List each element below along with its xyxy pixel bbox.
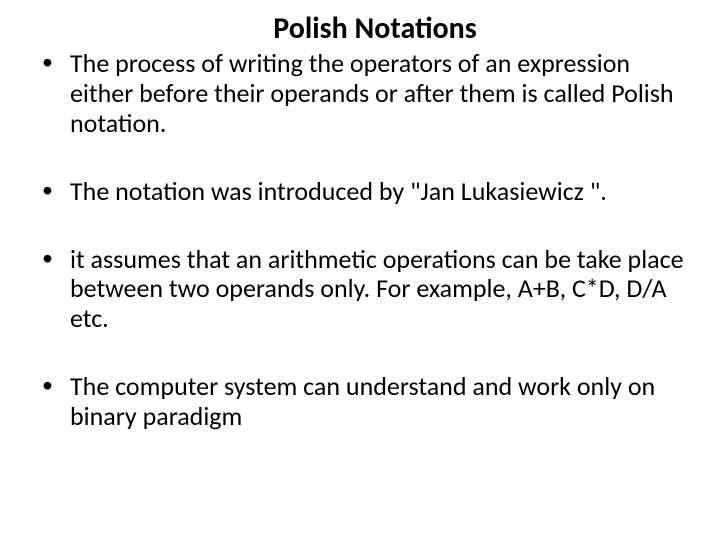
slide-title: Polish Notations <box>60 10 690 47</box>
list-item: The computer system can understand and w… <box>42 372 690 432</box>
list-item: The process of writing the operators of … <box>42 49 690 139</box>
bullet-list: The process of writing the operators of … <box>30 49 690 432</box>
list-item: it assumes that an arithmetic operations… <box>42 245 690 335</box>
list-item: The notation was introduced by "Jan Luka… <box>42 177 690 207</box>
